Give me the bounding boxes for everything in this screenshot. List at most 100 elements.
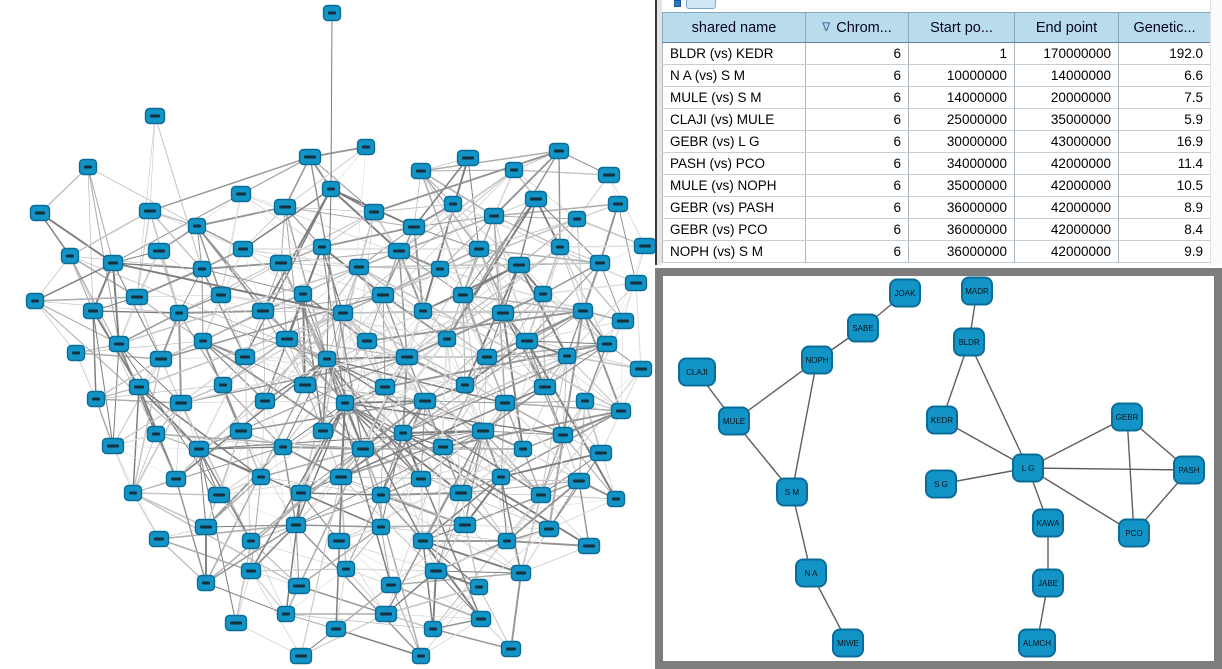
network-node[interactable] — [432, 438, 454, 456]
network-node[interactable] — [251, 468, 271, 486]
network-node[interactable] — [240, 562, 262, 580]
table-row[interactable]: PASH (vs) PCO 6 34000000 42000000 11.4 — [662, 152, 1211, 175]
table-cell[interactable]: 14000000 — [1014, 64, 1119, 87]
network-node[interactable] — [371, 518, 391, 536]
network-node[interactable] — [86, 390, 106, 408]
network-node[interactable] — [322, 4, 342, 22]
network-node[interactable] — [194, 518, 218, 536]
network-node[interactable] — [78, 158, 98, 176]
network-node[interactable] — [125, 288, 149, 306]
table-row[interactable]: GEBR (vs) PCO 6 36000000 42000000 8.4 — [662, 218, 1211, 241]
network-node[interactable] — [327, 532, 351, 550]
table-cell[interactable]: 36000000 — [908, 218, 1015, 241]
table-cell[interactable]: 16.9 — [1118, 130, 1211, 153]
toolbar-button-fragment[interactable] — [674, 0, 681, 7]
table-row[interactable]: GEBR (vs) PASH 6 36000000 42000000 8.9 — [662, 196, 1211, 219]
network-node[interactable] — [192, 260, 212, 278]
network-node[interactable] — [567, 472, 591, 490]
network-node[interactable] — [412, 532, 434, 550]
network-node[interactable] — [149, 350, 173, 368]
network-node[interactable] — [410, 162, 432, 180]
network-node[interactable] — [371, 286, 395, 304]
network-node[interactable] — [507, 256, 531, 274]
network-node[interactable] — [290, 484, 312, 502]
network-node[interactable] — [276, 605, 296, 623]
table-cell[interactable]: MULE (vs) NOPH — [662, 174, 806, 197]
network-node[interactable] — [356, 138, 376, 156]
network-node[interactable] — [169, 304, 189, 322]
table-cell[interactable]: N A (vs) S M — [662, 64, 806, 87]
network-node[interactable] — [188, 440, 210, 458]
table-cell[interactable]: 9.9 — [1118, 240, 1211, 263]
network-node-almch[interactable]: ALMCH — [1018, 628, 1056, 658]
table-cell[interactable]: 6 — [805, 174, 909, 197]
network-node-claji[interactable]: CLAJI — [678, 357, 716, 387]
network-node[interactable] — [395, 348, 419, 366]
network-node[interactable] — [504, 161, 524, 179]
network-node[interactable] — [165, 470, 187, 488]
table-cell[interactable]: 6.6 — [1118, 64, 1211, 87]
table-cell[interactable]: 6 — [805, 240, 909, 263]
table-row[interactable]: BLDR (vs) KEDR 6 1 170000000 192.0 — [662, 42, 1211, 65]
network-node[interactable] — [430, 260, 450, 278]
table-cell[interactable]: 34000000 — [908, 152, 1015, 175]
network-node[interactable] — [298, 148, 322, 166]
network-node[interactable] — [363, 203, 385, 221]
network-node[interactable] — [335, 394, 355, 412]
network-node[interactable] — [146, 425, 166, 443]
table-cell[interactable]: 6 — [805, 218, 909, 241]
network-node[interactable] — [629, 360, 653, 378]
table-cell[interactable]: MULE (vs) S M — [662, 86, 806, 109]
table-cell[interactable]: 42000000 — [1014, 240, 1119, 263]
network-node[interactable] — [380, 576, 402, 594]
network-node[interactable] — [251, 302, 275, 320]
table-cell[interactable]: 10000000 — [908, 64, 1015, 87]
network-node[interactable] — [596, 335, 618, 353]
network-node[interactable] — [128, 378, 150, 396]
network-node-pco[interactable]: PCO — [1118, 518, 1150, 548]
column-header-genetic[interactable]: Genetic... — [1118, 12, 1211, 43]
network-node[interactable] — [230, 185, 252, 203]
network-node-madr[interactable]: MADR — [961, 276, 993, 306]
network-node[interactable] — [293, 376, 317, 394]
network-node[interactable] — [443, 195, 463, 213]
network-node[interactable] — [567, 210, 587, 228]
network-node[interactable] — [213, 376, 233, 394]
network-node[interactable] — [123, 484, 143, 502]
network-node[interactable] — [491, 304, 515, 322]
table-row[interactable]: NOPH (vs) S M 6 36000000 42000000 9.9 — [662, 240, 1211, 263]
network-node[interactable] — [513, 440, 533, 458]
table-cell[interactable]: 20000000 — [1014, 86, 1119, 109]
network-node-sm[interactable]: S M — [776, 477, 808, 507]
network-node[interactable] — [351, 440, 375, 458]
table-cell[interactable]: 192.0 — [1118, 42, 1211, 65]
table-cell[interactable]: 6 — [805, 152, 909, 175]
table-cell[interactable]: 5.9 — [1118, 108, 1211, 131]
network-node[interactable] — [287, 577, 311, 595]
table-cell[interactable]: 6 — [805, 130, 909, 153]
network-node[interactable] — [25, 292, 45, 310]
network-node[interactable] — [293, 285, 313, 303]
table-cell[interactable]: 42000000 — [1014, 174, 1119, 197]
network-node[interactable] — [607, 195, 629, 213]
network-node-jabe[interactable]: JABE — [1032, 568, 1064, 598]
table-cell[interactable]: 1 — [908, 42, 1015, 65]
network-node-joak[interactable]: JOAK — [889, 278, 921, 308]
network-node[interactable] — [193, 332, 213, 350]
network-node[interactable] — [533, 378, 557, 396]
table-row[interactable]: GEBR (vs) L G 6 30000000 43000000 16.9 — [662, 130, 1211, 153]
table-row[interactable]: CLAJI (vs) MULE 6 25000000 35000000 5.9 — [662, 108, 1211, 131]
table-cell[interactable]: 6 — [805, 108, 909, 131]
network-node[interactable] — [469, 578, 489, 596]
column-header-endpoint[interactable]: End point — [1014, 12, 1119, 43]
network-node[interactable] — [624, 274, 648, 292]
table-cell[interactable]: 6 — [805, 86, 909, 109]
network-node[interactable] — [476, 348, 498, 366]
network-node[interactable] — [101, 437, 125, 455]
network-node[interactable] — [437, 330, 457, 348]
network-node[interactable] — [538, 520, 560, 538]
network-node[interactable] — [234, 348, 256, 366]
network-node-noph[interactable]: NOPH — [801, 345, 833, 375]
network-node[interactable] — [312, 422, 334, 440]
network-node[interactable] — [332, 304, 354, 322]
